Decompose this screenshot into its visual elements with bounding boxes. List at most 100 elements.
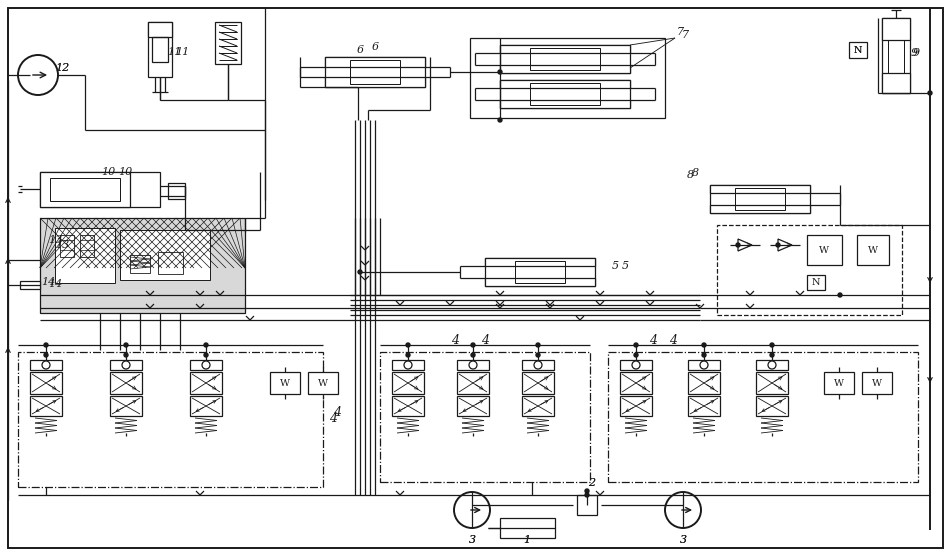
Bar [168, 183, 185, 199]
Text: 13: 13 [55, 240, 69, 250]
Text: 3: 3 [469, 535, 476, 545]
Bar [30, 372, 62, 394]
Text: 1: 1 [523, 535, 531, 545]
Bar [735, 188, 785, 210]
Text: 4: 4 [329, 413, 337, 425]
Bar [485, 278, 595, 286]
Text: W: W [280, 379, 290, 388]
Circle shape [358, 270, 362, 274]
Text: 4: 4 [481, 334, 489, 346]
Circle shape [776, 243, 780, 247]
Text: 14: 14 [41, 277, 55, 287]
Text: W: W [819, 246, 829, 255]
Bar [40, 172, 160, 207]
Bar [522, 396, 554, 416]
Text: 8: 8 [691, 168, 699, 178]
Bar [457, 396, 489, 416]
Bar [500, 45, 630, 53]
Circle shape [454, 492, 490, 528]
Bar [688, 372, 720, 394]
Text: 3: 3 [679, 535, 687, 545]
Bar [882, 18, 910, 93]
Bar [620, 372, 652, 394]
Bar [756, 360, 788, 370]
Circle shape [42, 361, 50, 369]
Bar [308, 372, 338, 394]
Circle shape [928, 91, 932, 95]
Bar [18, 352, 323, 487]
Bar [350, 60, 400, 84]
Circle shape [122, 361, 130, 369]
Bar [710, 205, 810, 213]
Bar [130, 255, 150, 273]
Circle shape [469, 361, 477, 369]
Bar [849, 42, 867, 58]
Bar [717, 225, 902, 315]
Bar [215, 22, 241, 64]
Bar [190, 396, 222, 416]
Bar [158, 252, 183, 274]
Bar [190, 372, 222, 394]
Circle shape [634, 353, 638, 357]
Bar [888, 40, 904, 73]
Bar [148, 22, 172, 77]
Text: 10: 10 [118, 167, 132, 177]
Text: N: N [812, 277, 821, 286]
Bar [470, 38, 665, 118]
Text: 4: 4 [649, 334, 657, 346]
Bar [20, 281, 40, 289]
Bar [190, 360, 222, 370]
Text: N: N [854, 46, 863, 54]
Circle shape [44, 353, 48, 357]
Bar [688, 360, 720, 370]
Bar [325, 77, 425, 87]
Circle shape [202, 361, 210, 369]
Text: 5: 5 [611, 261, 618, 271]
Bar [688, 396, 720, 416]
Circle shape [736, 243, 740, 247]
Circle shape [471, 353, 475, 357]
Bar [530, 48, 600, 70]
Bar [807, 235, 842, 265]
Text: 12: 12 [55, 63, 69, 73]
Circle shape [204, 353, 208, 357]
Circle shape [534, 361, 542, 369]
Circle shape [498, 118, 502, 122]
Circle shape [700, 361, 708, 369]
Bar [392, 396, 424, 416]
Circle shape [124, 343, 128, 347]
Bar [500, 45, 630, 73]
Text: 10: 10 [101, 167, 115, 177]
Circle shape [471, 343, 475, 347]
Bar [620, 360, 652, 370]
Bar [110, 396, 142, 416]
Circle shape [406, 353, 410, 357]
Bar [457, 372, 489, 394]
Circle shape [770, 353, 774, 357]
Circle shape [768, 361, 776, 369]
Text: 6: 6 [357, 45, 363, 55]
Circle shape [204, 343, 208, 347]
Circle shape [665, 492, 701, 528]
Circle shape [406, 343, 410, 347]
Text: 6: 6 [372, 42, 378, 52]
Text: N: N [854, 46, 863, 54]
Text: 9: 9 [912, 48, 920, 58]
Bar [500, 518, 555, 538]
Bar [152, 37, 168, 62]
Bar [710, 185, 810, 213]
Text: 13: 13 [48, 235, 62, 245]
Text: 4: 4 [333, 405, 341, 419]
Text: 11: 11 [166, 47, 181, 57]
Circle shape [124, 353, 128, 357]
Text: W: W [868, 246, 878, 255]
Circle shape [18, 55, 58, 95]
Text: 12: 12 [55, 63, 69, 73]
Bar [60, 235, 74, 257]
Circle shape [632, 361, 640, 369]
Circle shape [536, 353, 540, 357]
Text: 8: 8 [687, 170, 693, 180]
Bar [807, 275, 825, 290]
Bar [380, 352, 590, 482]
Bar [110, 372, 142, 394]
